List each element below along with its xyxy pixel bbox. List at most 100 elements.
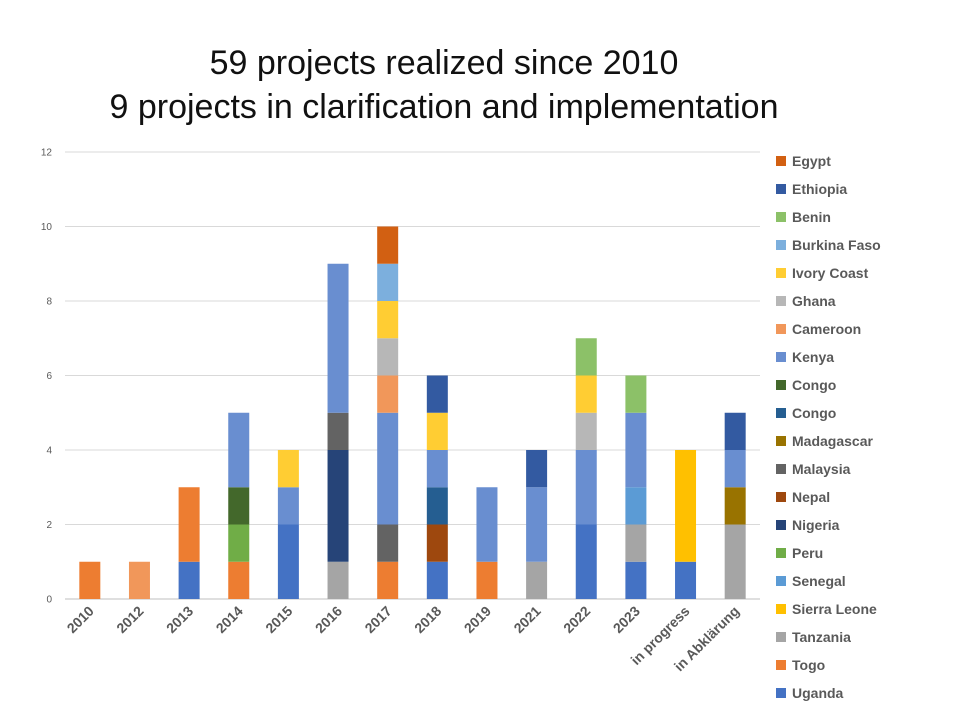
legend-swatch [776,268,786,278]
bars [79,226,746,599]
bar-segment [277,524,299,599]
bar-segment [228,561,250,599]
y-tick-label: 12 [41,148,53,159]
legend-item: Nepal [776,483,960,511]
legend-swatch [776,212,786,222]
bar-segment [377,524,399,562]
legend-label: Sierra Leone [792,601,877,617]
chart-title-line-2: 9 projects in clarification and implemen… [109,88,779,126]
legend-label: Malaysia [792,461,851,477]
legend-label: Uganda [792,685,844,701]
bar-segment [575,412,597,450]
legend-label: Ethiopia [792,181,848,197]
legend-label: Tanzania [792,629,851,645]
bar-segment [377,301,399,339]
legend-item: Uganda [776,679,960,707]
bar-segment [426,375,448,413]
legend-swatch [776,492,786,502]
bar-segment [724,524,746,599]
legend-swatch [776,296,786,306]
bar-segment [575,450,597,525]
legend-item: Tanzania [776,623,960,651]
bar-segment [228,412,250,488]
legend-item: Ghana [776,287,960,315]
bar-segment [625,375,647,413]
bar-segment [426,561,448,599]
legend-swatch [776,576,786,586]
legend-item: Congo [776,399,960,427]
legend-swatch [776,520,786,530]
bar-segment [575,375,597,413]
bar-segment [675,450,697,562]
bar-segment [277,487,299,525]
y-tick-label: 2 [46,520,52,531]
x-tick-label: 2013 [163,603,196,636]
legend-item: Sierra Leone [776,595,960,623]
legend-label: Madagascar [792,433,873,449]
legend-label: Burkina Faso [792,237,881,253]
bar-segment [724,450,746,488]
chart-title-line-1: 59 projects realized since 2010 [209,44,679,82]
bar-segment [327,412,349,450]
bar-segment [476,561,498,599]
bar-segment [228,487,250,525]
bar-segment [327,263,349,413]
bar-segment [426,450,448,488]
legend-item: Togo [776,651,960,679]
legend-swatch [776,464,786,474]
bar-segment [526,487,548,562]
legend-item: Ethiopia [776,175,960,203]
bar-segment [625,524,647,562]
bar-segment [476,487,498,562]
y-tick-label: 4 [46,446,52,457]
bar-segment [277,450,299,488]
x-tick-label: 2016 [312,603,345,636]
legend-swatch [776,324,786,334]
y-tick-label: 8 [46,297,52,308]
y-tick-label: 0 [46,595,52,606]
bar-segment [526,450,548,488]
legend-label: Ivory Coast [792,265,869,281]
legend-label: Egypt [792,153,831,169]
legend-label: Senegal [792,573,846,589]
legend-label: Kenya [792,349,835,365]
legend-swatch [776,436,786,446]
legend-label: Togo [792,657,826,673]
legend-item: Burkina Faso [776,231,960,259]
legend-label: Congo [792,377,837,393]
legend-item: Benin [776,203,960,231]
bar-segment [377,226,399,264]
bar-segment [724,487,746,525]
legend: Egypt Ethiopia Benin Burkina Faso Ivory Coas… [776,147,960,707]
x-tick-label: 2010 [64,603,97,636]
bar-segment [377,338,399,376]
legend-swatch [776,408,786,418]
bar-segment [178,561,200,599]
y-axis-ticks: 0 2 4 6 8 10 12 [41,148,53,606]
bar-segment [377,263,399,301]
bar-segment [575,524,597,599]
legend-swatch [776,380,786,390]
bar-segment [327,561,349,599]
x-tick-label: 2012 [113,603,146,636]
bar-segment [426,412,448,450]
legend-swatch [776,604,786,614]
bar-segment [625,561,647,599]
legend-swatch [776,156,786,166]
x-axis-ticks: 2010 2012 2013 2014 2015 2016 2017 2018 2019 2021… [64,603,743,675]
legend-swatch [776,688,786,698]
legend-swatch [776,548,786,558]
x-tick-label: 2021 [510,603,543,636]
bar-segment [377,375,399,413]
bar-segment [625,487,647,525]
x-tick-label: 2017 [361,603,394,636]
legend-swatch [776,184,786,194]
legend-label: Nepal [792,489,831,505]
legend-item: Peru [776,539,960,567]
legend-label: Ghana [792,293,836,309]
bar-segment [724,412,746,450]
bar-segment [526,561,548,599]
legend-item: Senegal [776,567,960,595]
x-tick-label: 2019 [461,603,494,636]
